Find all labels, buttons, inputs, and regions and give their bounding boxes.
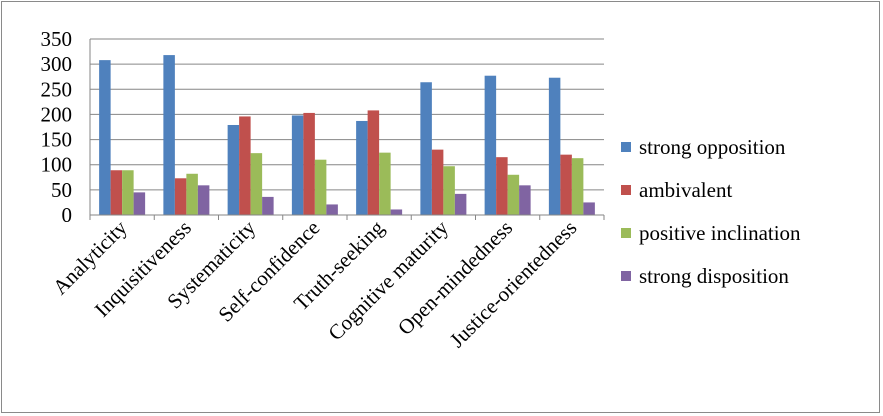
bar-strong-opposition-open-mindedness [484, 75, 497, 215]
axes [89, 39, 605, 220]
bar-positive-inclination-open-mindedness [507, 174, 520, 215]
bar-strong-opposition-inquisitiveness [163, 55, 175, 215]
bar-positive-inclination-self-confidence [314, 159, 327, 215]
x-category-label: Cognitive maturity [323, 215, 453, 345]
legend-swatch [621, 185, 631, 195]
y-tick-label: 200 [41, 102, 73, 126]
bar-ambivalent-analyticity [110, 170, 123, 215]
legend-label: positive inclination [639, 221, 801, 245]
bar-strong-disposition-analyticity [133, 192, 146, 215]
bar-strong-disposition-systematicity [262, 196, 274, 215]
legend-label: ambivalent [639, 178, 732, 202]
bar-strong-opposition-self-confidence [291, 115, 304, 215]
legend-swatch [621, 271, 631, 281]
bar-ambivalent-truth-seeking [367, 110, 380, 215]
y-tick-label: 100 [41, 153, 73, 177]
bar-strong-disposition-cognitive maturity [454, 193, 467, 215]
bar-strong-opposition-cognitive maturity [420, 82, 432, 215]
category-labels: AnalyticityInquisitivenessSystematicityS… [48, 215, 582, 352]
y-tick-label: 150 [41, 128, 73, 152]
bar-ambivalent-open-mindedness [496, 157, 508, 215]
bar-positive-inclination-inquisitiveness [186, 173, 198, 215]
bar-positive-inclination-cognitive maturity [443, 166, 455, 215]
bar-strong-disposition-inquisitiveness [197, 185, 210, 215]
bar-positive-inclination-systematicity [250, 153, 263, 215]
bar-strong-opposition-justice-orientedness [548, 77, 561, 215]
bars [99, 55, 595, 216]
legend-swatch [621, 228, 631, 238]
x-category-label: Open-mindedness [393, 216, 517, 340]
bar-strong-disposition-truth-seeking [390, 209, 403, 215]
bar-strong-disposition-open-mindedness [519, 185, 531, 215]
bar-positive-inclination-analyticity [122, 170, 134, 215]
bar-ambivalent-inquisitiveness [174, 178, 187, 215]
legend: strong opposition ambivalent positive incl… [621, 135, 801, 288]
bar-strong-opposition-truth-seeking [356, 120, 368, 215]
bar-ambivalent-cognitive maturity [431, 149, 444, 215]
legend-swatch [621, 142, 631, 152]
y-tick-label: 250 [41, 77, 73, 101]
legend-label: strong opposition [639, 135, 786, 159]
bar-strong-opposition-systematicity [227, 124, 240, 215]
bar-ambivalent-justice-orientedness [560, 154, 572, 215]
bar-positive-inclination-truth-seeking [379, 152, 391, 215]
y-tick-label: 350 [41, 27, 73, 51]
y-tick-label: 0 [62, 203, 73, 227]
bar-ambivalent-self-confidence [303, 112, 315, 215]
bar-positive-inclination-justice-orientedness [571, 158, 584, 215]
bar-strong-disposition-self-confidence [326, 204, 338, 215]
bar-strong-disposition-justice-orientedness [583, 202, 595, 215]
legend-label: strong disposition [639, 264, 789, 288]
bar-ambivalent-systematicity [239, 116, 251, 215]
y-tick-label: 50 [51, 178, 72, 202]
y-tick-label: 300 [41, 52, 73, 76]
bar-strong-opposition-analyticity [99, 60, 111, 216]
